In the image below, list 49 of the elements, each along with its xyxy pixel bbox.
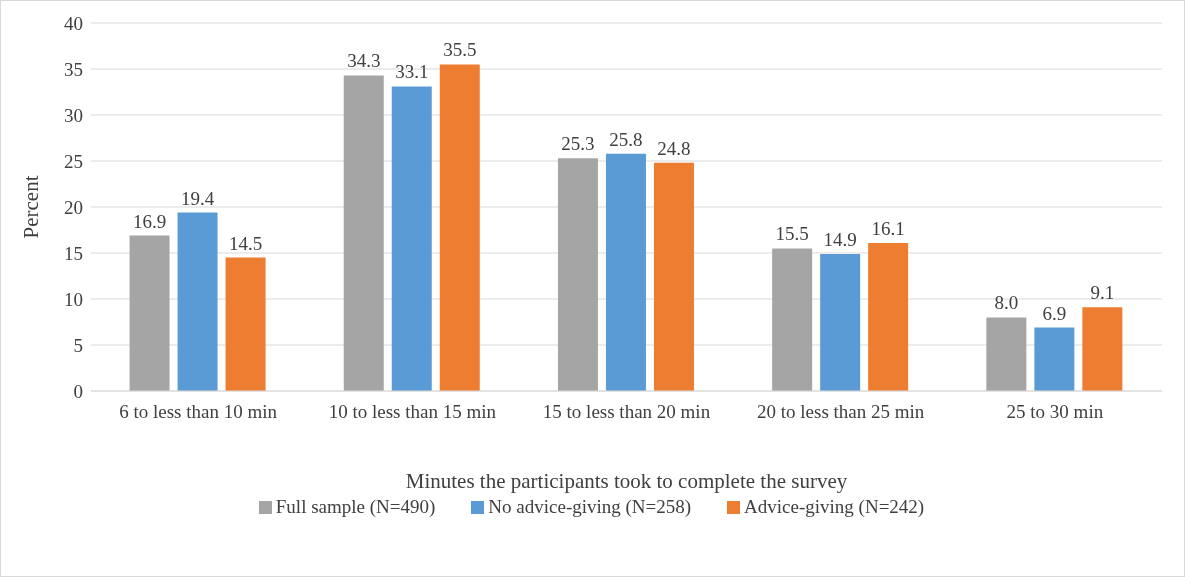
legend-label: No advice-giving (N=258) bbox=[487, 496, 692, 518]
y-axis-title: Percent bbox=[19, 175, 44, 239]
x-tick-label: 10 to less than 15 min bbox=[328, 401, 497, 423]
data-label: 6.9 bbox=[1042, 302, 1067, 324]
data-label: 25.8 bbox=[609, 128, 643, 150]
data-label: 35.5 bbox=[443, 39, 477, 61]
y-tick-label: 5 bbox=[73, 334, 83, 356]
y-tick-label: 0 bbox=[73, 380, 83, 402]
data-label: 24.8 bbox=[657, 137, 691, 159]
bar bbox=[986, 317, 1027, 391]
data-label: 25.3 bbox=[561, 133, 595, 155]
bar bbox=[1082, 307, 1123, 391]
bar bbox=[653, 162, 694, 391]
bar bbox=[177, 212, 218, 391]
legend-label: Advice-giving (N=242) bbox=[743, 496, 925, 518]
y-tick-label: 35 bbox=[64, 58, 83, 80]
bar bbox=[820, 253, 861, 391]
bar bbox=[343, 75, 384, 391]
data-label: 14.5 bbox=[228, 232, 263, 254]
bar bbox=[772, 248, 813, 391]
data-label: 14.9 bbox=[823, 228, 857, 250]
x-tick-label: 20 to less than 25 min bbox=[757, 401, 925, 423]
data-label: 16.1 bbox=[871, 217, 905, 239]
x-axis-title: Minutes the participants took to complete the survey bbox=[405, 469, 848, 493]
data-label: 9.1 bbox=[1090, 282, 1115, 304]
bar bbox=[129, 235, 170, 391]
data-label: 16.9 bbox=[132, 210, 167, 232]
x-tick-label: 15 to less than 20 min bbox=[542, 401, 711, 423]
data-label: 33.1 bbox=[395, 61, 429, 83]
y-tick-label: 30 bbox=[64, 104, 83, 126]
y-tick-label: 20 bbox=[64, 196, 83, 218]
y-tick-label: 40 bbox=[64, 12, 83, 34]
y-tick-label: 15 bbox=[64, 242, 83, 264]
data-label: 15.5 bbox=[775, 223, 809, 245]
bar bbox=[1034, 327, 1075, 391]
x-tick-label: 25 to 30 min bbox=[1006, 401, 1104, 423]
y-tick-label: 10 bbox=[64, 288, 83, 310]
data-label: 8.0 bbox=[994, 292, 1019, 314]
bar bbox=[439, 64, 480, 391]
legend-label: Full sample (N=490) bbox=[274, 496, 436, 518]
data-label: 19.4 bbox=[180, 187, 215, 209]
y-tick-label: 25 bbox=[64, 150, 83, 172]
bar bbox=[225, 257, 266, 391]
data-label: 34.3 bbox=[347, 50, 381, 72]
bar bbox=[557, 158, 598, 391]
bar bbox=[868, 242, 909, 391]
bar bbox=[391, 86, 432, 391]
x-tick-label: 6 to less than 10 min bbox=[119, 401, 278, 423]
bar bbox=[605, 153, 646, 391]
